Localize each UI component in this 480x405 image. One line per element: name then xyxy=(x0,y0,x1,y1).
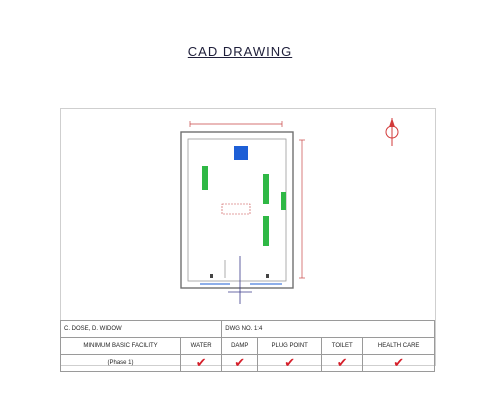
column-plug-point: PLUG POINT xyxy=(257,337,323,355)
door-leaf-left xyxy=(210,274,213,278)
owner-cell: C. DOSE, D. WIDOW xyxy=(59,320,223,338)
blue-fixture xyxy=(234,146,248,160)
door-leaf-right xyxy=(266,274,269,278)
column-toilet: TOILET xyxy=(321,337,364,355)
north-arrow-icon xyxy=(385,118,399,146)
room-label-box xyxy=(221,203,251,215)
outer-wall xyxy=(180,131,294,289)
drawing-title: CAD DRAWING xyxy=(187,44,293,59)
check-mark-icon: ✔ xyxy=(179,354,223,372)
info-table-header-row: C. DOSE, D. WIDOW DWG NO. 1:4 xyxy=(59,320,435,338)
info-table: C. DOSE, D. WIDOW DWG NO. 1:4 MINIMUM BA… xyxy=(59,320,435,372)
facility-label: MINIMUM BASIC FACILITY xyxy=(60,337,181,355)
green-fixture-left xyxy=(202,166,208,190)
check-mark-icon: ✔ xyxy=(257,354,323,372)
column-damp: DAMP xyxy=(221,337,259,355)
scale-cell: DWG NO. 1:4 xyxy=(221,320,435,338)
green-fixture-center-upper xyxy=(263,174,269,204)
green-fixture-center-lower xyxy=(263,216,269,246)
check-mark-icon: ✔ xyxy=(362,354,435,372)
column-health-care: HEALTH CARE xyxy=(362,337,435,355)
floor-plan xyxy=(180,118,399,304)
info-table-columns-row: MINIMUM BASIC FACILITY WATER DAMP PLUG P… xyxy=(60,337,435,355)
inner-wall xyxy=(187,138,287,282)
phase-cell: (Phase 1) xyxy=(60,354,181,372)
green-fixture-right xyxy=(281,192,286,210)
check-mark-icon: ✔ xyxy=(221,354,259,372)
check-mark-icon: ✔ xyxy=(321,354,364,372)
info-table-checks-row: (Phase 1) ✔ ✔ ✔ ✔ ✔ xyxy=(60,354,435,372)
column-water: WATER xyxy=(179,337,223,355)
